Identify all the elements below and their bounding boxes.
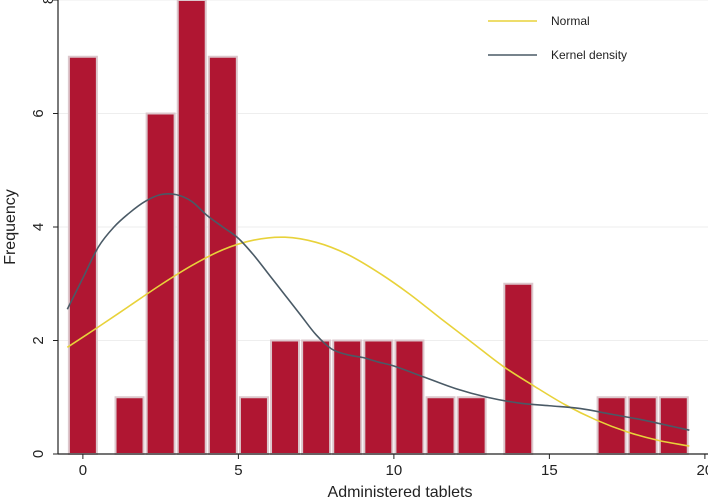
x-axis-title: Administered tablets <box>328 484 473 501</box>
histogram-bar <box>394 339 425 455</box>
legend-label-kernel-density: Kernel density <box>551 48 627 62</box>
histogram-bar <box>363 339 394 455</box>
y-axis-title: Frequency <box>2 189 19 265</box>
y-tick-label: 0 <box>30 450 47 458</box>
histogram-bar <box>270 339 301 455</box>
x-tick-label: 5 <box>234 462 242 479</box>
y-tick-label: 8 <box>40 0 57 4</box>
histogram-bar <box>176 0 207 455</box>
y-tick-label: 6 <box>30 109 47 117</box>
series-line-kernel-density <box>66 193 690 431</box>
histogram-bar <box>425 396 456 455</box>
histogram-bar <box>114 396 145 455</box>
histogram-bar <box>301 339 332 455</box>
histogram-bar <box>207 55 238 455</box>
density-curves <box>66 193 690 447</box>
histogram-bar <box>238 396 269 455</box>
series-line-normal <box>66 236 690 447</box>
x-tick-label: 15 <box>541 462 558 479</box>
legend-label-normal: Normal <box>551 14 590 28</box>
histogram-bar <box>332 339 363 455</box>
histogram-bar <box>67 55 98 455</box>
y-tick-label: 4 <box>30 223 47 231</box>
y-tick-label: 2 <box>30 336 47 344</box>
histogram-bar <box>145 112 176 455</box>
x-tick-label: 20 <box>697 462 708 479</box>
histogram-bar <box>627 396 658 455</box>
x-tick-label: 0 <box>79 462 87 479</box>
x-tick-label: 10 <box>386 462 403 479</box>
legend: Normal Kernel density <box>488 14 627 62</box>
tick-labels: 0 5 10 15 20 0 2 4 6 8 <box>30 0 708 479</box>
histogram-bar <box>456 396 487 455</box>
histogram-bar <box>503 282 534 455</box>
